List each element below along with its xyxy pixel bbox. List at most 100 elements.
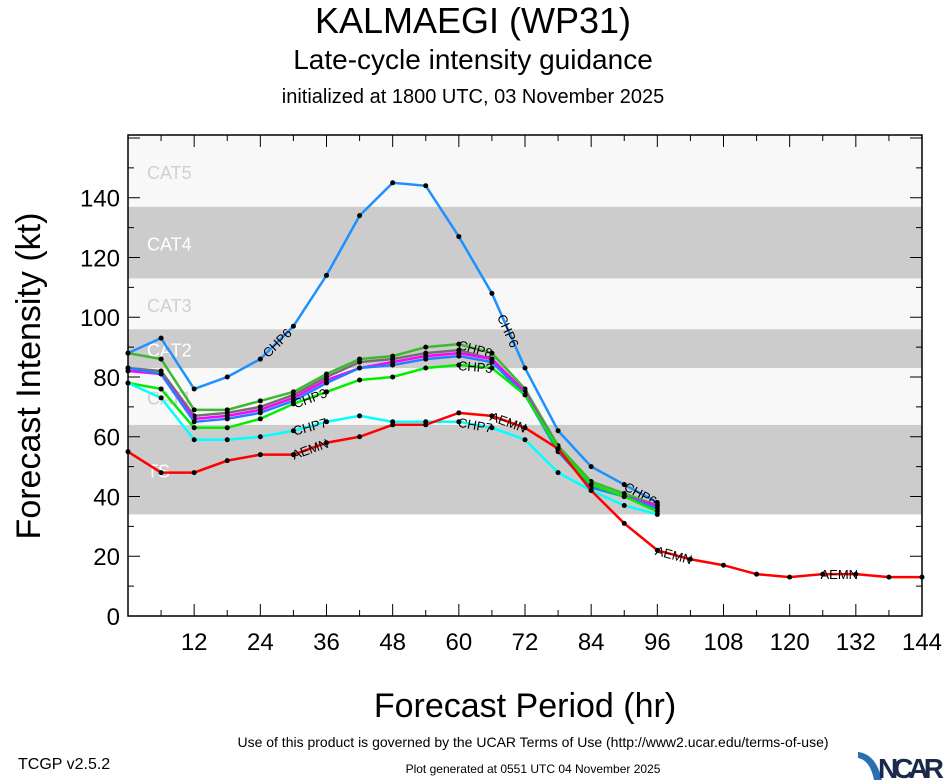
y-axis-label: Forecast Intensity (kt)	[10, 213, 48, 540]
data-point	[357, 377, 363, 383]
data-point	[621, 482, 627, 488]
data-point	[621, 493, 627, 499]
data-point	[290, 428, 296, 434]
data-point	[257, 434, 263, 440]
series-label: CHP7	[457, 415, 494, 436]
band-cat4	[128, 206, 922, 279]
series-label: AEMN	[654, 543, 694, 567]
data-point	[257, 410, 263, 416]
y-tick-label: 80	[93, 365, 120, 392]
x-tick-label: 12	[181, 629, 208, 656]
data-point	[489, 350, 495, 356]
data-point	[224, 425, 230, 431]
data-point	[324, 419, 329, 425]
data-point	[191, 407, 197, 413]
data-point	[357, 213, 363, 219]
terms-text: Use of this product is governed by the U…	[237, 734, 829, 750]
band-label: CAT4	[147, 235, 192, 255]
data-point	[357, 434, 363, 440]
data-point	[886, 574, 892, 580]
data-point	[125, 350, 131, 356]
data-point	[489, 290, 495, 296]
data-point	[191, 425, 197, 431]
data-point	[158, 386, 164, 392]
data-point	[324, 272, 329, 278]
data-point	[555, 470, 561, 476]
init-time: initialized at 1800 UTC, 03 November 202…	[281, 86, 665, 108]
data-point	[456, 419, 462, 425]
data-point	[224, 437, 230, 443]
data-point	[224, 416, 230, 422]
data-point	[456, 234, 462, 240]
data-point	[588, 488, 594, 494]
band-label: CAT5	[147, 163, 192, 183]
x-tick-label: 36	[313, 629, 340, 656]
y-tick-label: 140	[80, 186, 120, 213]
chart-subtitle: Late-cycle intensity guidance	[293, 44, 653, 75]
data-point	[257, 398, 263, 404]
y-tick-label: 0	[107, 604, 120, 631]
data-point	[456, 410, 462, 416]
data-point	[423, 344, 429, 350]
y-tick-label: 100	[80, 305, 120, 332]
x-tick-label: 132	[836, 629, 876, 656]
data-point	[390, 180, 396, 186]
data-point	[456, 353, 462, 359]
data-point	[423, 365, 429, 371]
data-point	[621, 502, 627, 508]
data-point	[158, 356, 164, 362]
y-tick-label: 60	[93, 425, 120, 452]
data-point	[158, 470, 164, 476]
y-tick-label: 20	[93, 544, 120, 571]
data-point	[357, 365, 363, 371]
band-label: CAT3	[147, 296, 192, 316]
data-point	[489, 413, 495, 419]
data-point	[787, 574, 793, 580]
data-point	[721, 562, 726, 568]
data-point	[820, 571, 826, 577]
data-point	[555, 446, 561, 452]
data-point	[588, 464, 594, 470]
data-point	[224, 458, 230, 464]
version-text: TCGP v2.5.2	[18, 756, 111, 773]
data-point	[191, 419, 197, 425]
data-point	[621, 520, 627, 526]
band-cat3	[128, 278, 922, 330]
data-point	[357, 359, 363, 365]
data-point	[654, 547, 660, 553]
data-point	[290, 452, 296, 458]
data-point	[324, 380, 329, 386]
data-point	[290, 323, 296, 329]
data-point	[125, 380, 131, 386]
data-point	[522, 437, 528, 443]
series-label: CHP3	[457, 358, 493, 376]
data-point	[919, 574, 925, 580]
data-point	[522, 392, 528, 398]
chart-title: KALMAEGI (WP31)	[314, 0, 632, 41]
series-label: AEMN	[821, 567, 859, 582]
data-point	[357, 413, 363, 419]
data-point	[555, 428, 561, 434]
x-tick-label: 48	[379, 629, 406, 656]
data-point	[423, 356, 429, 362]
data-point	[191, 470, 197, 476]
data-point	[390, 374, 396, 380]
data-point	[489, 425, 495, 431]
x-axis-label: Forecast Period (hr)	[374, 687, 676, 725]
data-point	[125, 365, 131, 371]
data-point	[158, 371, 164, 377]
data-point	[158, 335, 164, 341]
x-tick-label: 108	[703, 629, 743, 656]
data-point	[191, 386, 197, 392]
data-point	[324, 440, 329, 446]
data-point	[390, 362, 396, 368]
data-point	[853, 571, 859, 577]
data-point	[522, 425, 528, 431]
data-point	[257, 452, 263, 458]
data-point	[423, 422, 429, 428]
data-point	[324, 389, 329, 395]
data-point	[257, 416, 263, 422]
y-tick-label: 120	[80, 245, 120, 272]
